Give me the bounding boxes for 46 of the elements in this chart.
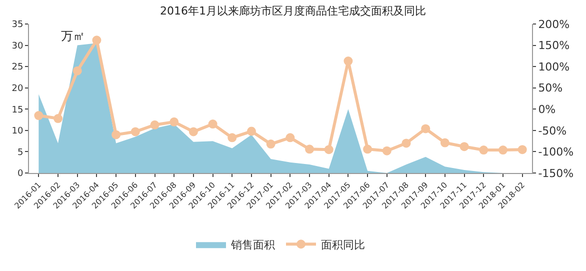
point: [92, 36, 102, 45]
legend-label: 面积同比: [321, 238, 365, 252]
y-tick-label: 30: [12, 41, 24, 52]
point: [440, 138, 450, 148]
y-tick-label: 35: [12, 20, 24, 30]
y-tick-label: 15: [12, 105, 24, 116]
y-tick-label: 25: [12, 62, 24, 73]
point: [266, 140, 276, 149]
point: [188, 127, 198, 136]
point: [498, 146, 508, 155]
annotation: 万㎡: [61, 29, 85, 43]
y-tick-label: 0: [17, 169, 24, 180]
point: [402, 138, 411, 148]
y2-tick-label: 50%: [538, 82, 563, 95]
point: [208, 120, 218, 129]
y2-tick-label: -150%: [538, 166, 574, 180]
point: [460, 142, 469, 152]
point: [363, 144, 372, 154]
chart-title: 2016年1月以来廊坊市区月度商品住宅成交面积及同比: [160, 4, 426, 18]
point: [479, 146, 488, 155]
point: [324, 145, 334, 154]
point: [54, 114, 63, 124]
y-tick-label: 10: [12, 126, 24, 137]
point: [305, 144, 314, 154]
y2-tick-label: 100%: [538, 60, 570, 74]
y2-tick-label: -100%: [538, 146, 574, 159]
point: [72, 66, 82, 76]
y2-tick-label: 150%: [538, 39, 570, 52]
point: [518, 145, 527, 154]
legend-label: 销售面积: [230, 238, 275, 252]
point: [286, 133, 295, 142]
point: [382, 146, 392, 156]
point: [112, 130, 121, 140]
y-tick-label: 20: [12, 84, 24, 94]
point: [421, 124, 430, 134]
point: [228, 133, 237, 142]
point: [34, 111, 44, 120]
y2-tick-label: 0%: [538, 102, 556, 116]
point: [150, 120, 160, 130]
y2-tick-label: -50%: [538, 124, 567, 138]
y2-tick-label: 200%: [538, 18, 570, 31]
y-tick-label: 5: [17, 148, 24, 158]
point: [246, 126, 256, 136]
point: [344, 56, 353, 66]
point: [130, 127, 140, 136]
point: [170, 117, 179, 126]
